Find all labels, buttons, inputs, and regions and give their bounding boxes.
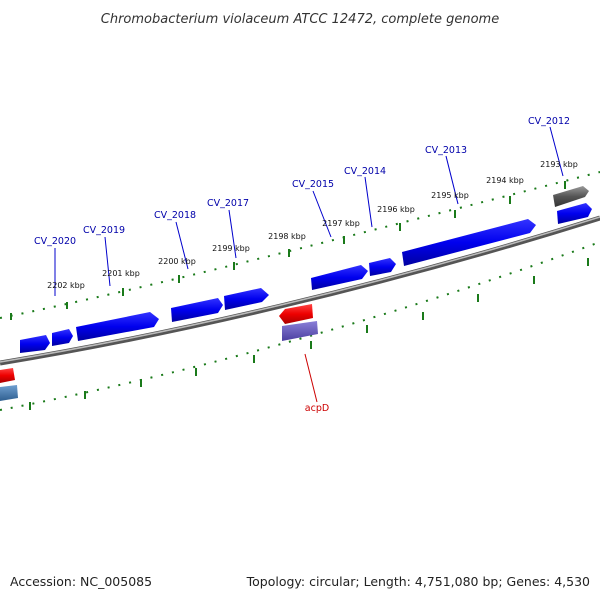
- gene-label: CV_2012: [528, 116, 570, 127]
- inner-tick-track: [0, 241, 600, 411]
- gene-arrow: [557, 203, 592, 224]
- gene-labels: CV_2020 CV_2019 CV_2018 CV_2017 CV_2015 …: [34, 116, 570, 414]
- scale-label: 2200 kbp: [158, 257, 196, 266]
- scale-label: 2194 kbp: [486, 176, 524, 185]
- scale-label: 2202 kbp: [47, 281, 85, 290]
- rna-gene-arrow: [279, 304, 313, 324]
- gene-arrow: [311, 265, 368, 290]
- gene-arrow: [52, 329, 73, 346]
- scale-label: 2198 kbp: [268, 232, 306, 241]
- rna-gene-edge-shadow: [0, 385, 18, 401]
- genome-backbone: [0, 215, 600, 366]
- rna-genes: [0, 304, 318, 401]
- gene-arrow: [224, 288, 269, 310]
- genome-title: Chromobacterium violaceum ATCC 12472, co…: [101, 12, 499, 27]
- gene-label: CV_2014: [344, 166, 386, 177]
- scale-label: 2199 kbp: [212, 244, 250, 253]
- outer-major-ticks: [10, 181, 566, 320]
- accession-text: Accession: NC_005085: [10, 574, 152, 589]
- gene-label-leaders: [54, 126, 564, 296]
- rna-label-leader: [304, 353, 318, 403]
- gene-arrow: [20, 335, 50, 353]
- gene-arrow: [369, 258, 396, 276]
- rna-gene-label: acpD: [305, 403, 329, 414]
- rna-gene-shadow: [282, 321, 318, 341]
- gene-arrow: [171, 298, 223, 322]
- gene-label: CV_2019: [83, 225, 125, 236]
- gene-label: CV_2020: [34, 236, 76, 247]
- outer-tick-track: [0, 171, 600, 320]
- scale-label: 2196 kbp: [377, 205, 415, 214]
- gene-arrow: [402, 219, 536, 266]
- gene-label: CV_2015: [292, 179, 334, 190]
- pseudo-gene-arrow: [553, 186, 589, 207]
- gene-arrow: [76, 312, 159, 341]
- scale-labels: 2202 kbp 2201 kbp 2200 kbp 2199 kbp 2198…: [47, 160, 578, 290]
- rna-gene-edge: [0, 368, 15, 383]
- gene-label: CV_2013: [425, 145, 467, 156]
- scale-label: 2201 kbp: [102, 269, 140, 278]
- scale-label: 2193 kbp: [540, 160, 578, 169]
- scale-label: 2195 kbp: [431, 191, 469, 200]
- forward-genes: [20, 186, 592, 353]
- scale-label: 2197 kbp: [322, 219, 360, 228]
- gene-label: CV_2018: [154, 210, 196, 221]
- gene-label: CV_2017: [207, 198, 249, 209]
- genome-summary-text: Topology: circular; Length: 4,751,080 bp…: [246, 574, 590, 589]
